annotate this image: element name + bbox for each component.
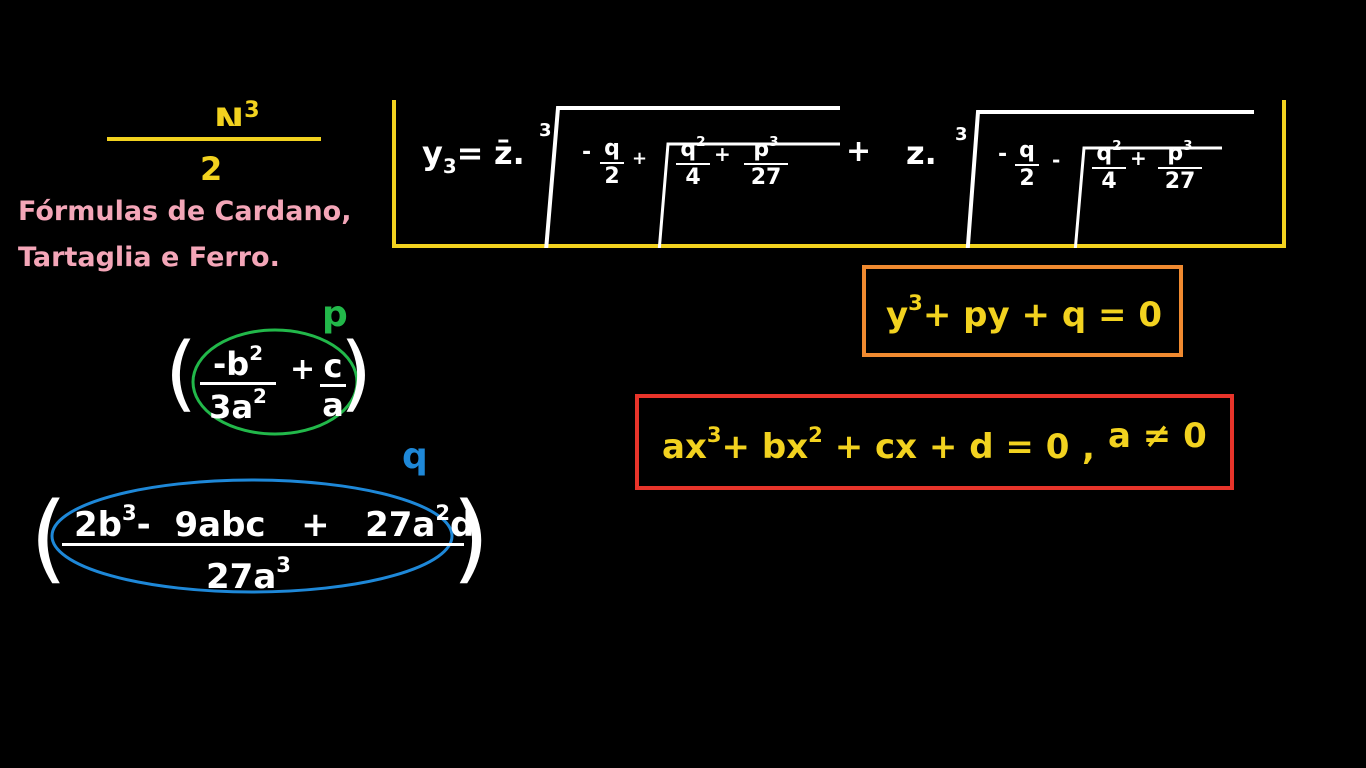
outer-radical-2 (965, 110, 1254, 248)
frac-p3-over-27: p3 27 (744, 135, 788, 189)
partial-sup: 3 (244, 97, 260, 123)
q-fraction-bar (62, 543, 464, 546)
p-label: p (322, 294, 348, 335)
general-cubic-condition: a ≠ 0 (1108, 416, 1207, 456)
inner-radical-2 (1073, 146, 1222, 248)
title-line-2: Tartaglia e Ferro. (18, 242, 280, 273)
frac-q2-over-4: q2 4 (676, 135, 710, 189)
q-rparen: ) (452, 482, 490, 594)
plus-middle: + (846, 134, 872, 169)
q-label: q (402, 436, 428, 477)
general-cubic-box (635, 394, 1234, 490)
p-plus: + (290, 352, 316, 387)
q-ellipse (50, 478, 454, 594)
minus-2: - (998, 142, 1008, 167)
outer-radical-1 (544, 106, 840, 248)
p-ellipse (191, 328, 359, 436)
root-index-2: 3 (955, 124, 968, 145)
q-numerator: 2b3- 9abc + 27a2d (74, 500, 475, 545)
plus-sq-1: + (714, 142, 731, 166)
partial-denominator: 2 (200, 150, 223, 188)
general-cubic-comma: , (1082, 428, 1095, 468)
p-rparen: ) (340, 326, 372, 421)
plus-inner-1: + (632, 148, 648, 169)
frac-p3-over-27-b: p3 27 (1158, 139, 1202, 193)
factor-zbar: z̄. (494, 134, 525, 172)
inner-radical-1 (657, 142, 840, 248)
depressed-cubic-box (862, 265, 1183, 357)
general-cubic: ax3+ bx2 + cx + d = 0 (662, 422, 1070, 467)
partial-numerator: N3 (214, 90, 260, 126)
radical-signs (544, 106, 1254, 248)
p-frac-b2-over-3a2: -b2 3a2 (200, 344, 276, 423)
q-denominator: 27a3 (206, 552, 291, 597)
plus-sq-2: + (1130, 146, 1147, 170)
p-lparen: ( (165, 326, 197, 421)
root-index-1: 3 (539, 120, 552, 141)
frac-q2-over-4-b: q2 4 (1092, 139, 1126, 193)
factor-z: z. (906, 134, 937, 172)
depressed-cubic: y3+ py + q = 0 (886, 290, 1162, 335)
cardano-formula-box (392, 100, 1286, 248)
minus-inner-2: - (1052, 148, 1061, 172)
fraction-bar (107, 137, 321, 141)
minus-1: - (582, 140, 592, 165)
title-line-1: Fórmulas de Cardano, (18, 196, 352, 227)
partial-glyph: N (214, 101, 245, 126)
q-lparen: ( (30, 482, 68, 594)
lhs-y3: y3= (422, 134, 484, 178)
